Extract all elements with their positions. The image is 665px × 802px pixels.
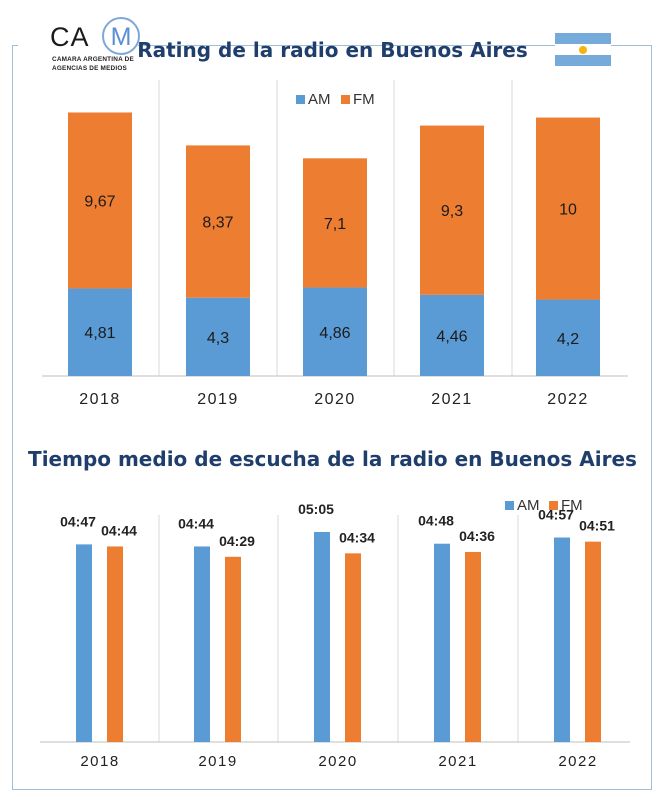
- chart1-legend-label-am: AM: [308, 91, 331, 108]
- chart2-bar-fm-2018: [107, 546, 123, 742]
- chart2-x-tick-2022: 2022: [558, 753, 597, 770]
- chart2-label-fm-2022: 04:51: [579, 518, 615, 534]
- argentina-flag-icon: [555, 33, 611, 66]
- chart2-label-am-2018: 04:47: [60, 513, 96, 529]
- chart2-x-tick-2018: 2018: [80, 753, 119, 770]
- chart1-label-fm-2019: 8,37: [202, 215, 233, 232]
- chart2-legend-label-am: AM: [517, 497, 540, 514]
- chart1-x-tick-2022: 2022: [547, 391, 589, 408]
- chart2-bar-fm-2021: [465, 551, 481, 742]
- chart2-title: Tiempo medio de escucha de la radio en B…: [28, 447, 637, 471]
- chart2-label-fm-2019: 04:29: [219, 533, 255, 549]
- chart1-label-am-2022: 4,2: [557, 331, 579, 348]
- chart2-legend-swatch-fm: [549, 501, 558, 510]
- logo-letters: CA: [50, 22, 90, 52]
- chart2-bar-am-2022: [554, 537, 570, 742]
- chart2-label-am-2020: 05:05: [298, 501, 334, 517]
- logo-subtitle-line1: CAMARA ARGENTINA DE: [52, 56, 134, 63]
- chart2-x-tick-2019: 2019: [198, 753, 237, 770]
- chart1-bar-fm-2018: [68, 112, 132, 289]
- chart2-x-tick-2021: 2021: [438, 753, 477, 770]
- chart1-bar-fm-2020: [303, 158, 367, 288]
- chart1-x-tick-2019: 2019: [197, 391, 239, 408]
- chart1-label-am-2019: 4,3: [207, 330, 229, 347]
- chart1-x-tick-2020: 2020: [314, 391, 356, 408]
- chart1-bar-fm-2021: [420, 125, 484, 295]
- chart1-title: Rating de la radio en Buenos Aires: [137, 38, 528, 62]
- chart2-bar-fm-2020: [345, 553, 361, 742]
- chart2-label-am-2022: 04:57: [538, 507, 574, 523]
- chart2-label-fm-2020: 04:34: [339, 529, 375, 545]
- chart2-x-tick-2020: 2020: [318, 753, 357, 770]
- chart1-label-fm-2020: 7,1: [324, 216, 346, 233]
- chart1-bar-am-2018: [68, 288, 132, 376]
- chart2-bar-fm-2022: [585, 541, 601, 742]
- chart1-legend-label-fm: FM: [353, 91, 375, 108]
- chart1-label-fm-2022: 10: [559, 202, 577, 219]
- chart1-bar-fm-2019: [186, 145, 250, 298]
- chart1-label-am-2021: 4,46: [436, 328, 467, 345]
- chart2-legend-label-fm: FM: [561, 497, 583, 514]
- chart2-bar-am-2021: [434, 543, 450, 742]
- chart2-label-am-2019: 04:44: [178, 515, 214, 531]
- chart1-bar-am-2022: [536, 299, 600, 376]
- chart1-x-tick-2018: 2018: [79, 391, 121, 408]
- chart1-legend-swatch-am: [296, 95, 305, 104]
- chart1-bar-am-2021: [420, 294, 484, 376]
- figure-frame: [12, 45, 652, 790]
- chart2-bar-am-2019: [194, 546, 210, 742]
- cam-logo: CA M CAMARA ARGENTINA DE AGENCIAS DE MED…: [18, 8, 140, 80]
- chart2-label-fm-2021: 04:36: [459, 528, 495, 544]
- chart2-legend-swatch-am: [505, 501, 514, 510]
- chart1-bar-fm-2022: [536, 117, 600, 300]
- chart1-legend-swatch-fm: [341, 95, 350, 104]
- logo-mark: M: [102, 17, 140, 55]
- chart2-bar-fm-2019: [225, 556, 241, 742]
- chart1-x-tick-2021: 2021: [431, 391, 473, 408]
- chart2-bar-am-2020: [314, 532, 330, 742]
- chart1-label-fm-2018: 9,67: [84, 193, 115, 210]
- chart2-label-am-2021: 04:48: [418, 513, 454, 529]
- chart2-label-fm-2018: 04:44: [101, 522, 137, 538]
- chart1-label-fm-2021: 9,3: [441, 203, 463, 220]
- chart1-label-am-2020: 4,86: [319, 325, 350, 342]
- chart1-label-am-2018: 4,81: [84, 325, 115, 342]
- chart1-bar-am-2019: [186, 297, 250, 376]
- chart1-bar-am-2020: [303, 287, 367, 376]
- chart2-bar-am-2018: [76, 544, 92, 742]
- logo-subtitle-line2: AGENCIAS DE MEDIOS: [52, 65, 127, 72]
